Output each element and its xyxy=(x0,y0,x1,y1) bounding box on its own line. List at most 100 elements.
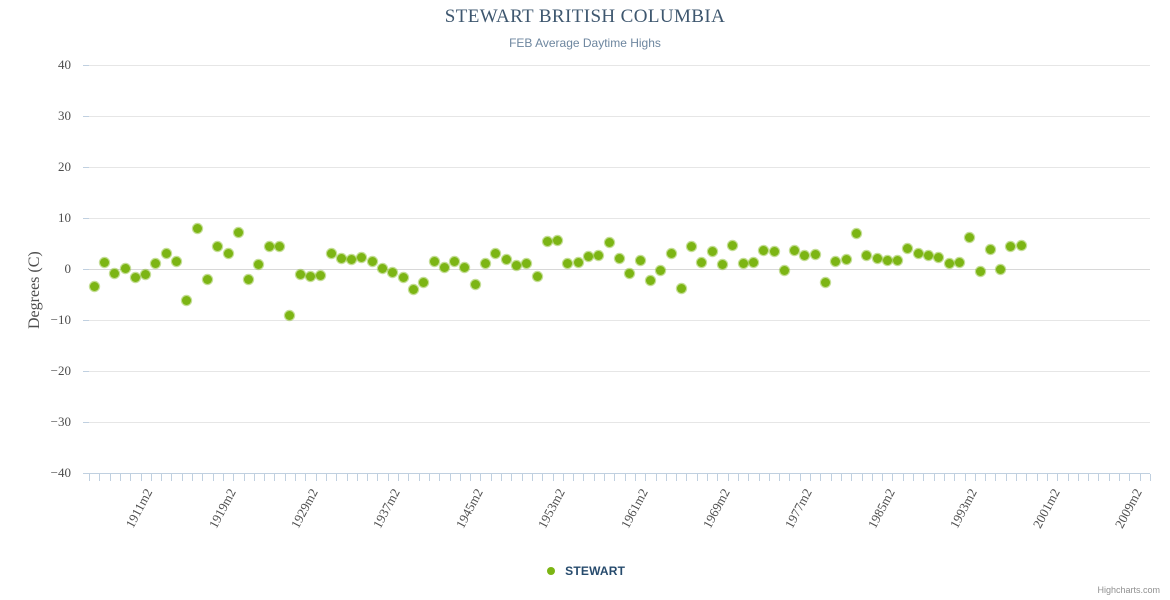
data-point[interactable] xyxy=(656,266,666,276)
data-point[interactable] xyxy=(233,228,243,238)
data-point[interactable] xyxy=(687,241,697,251)
data-point[interactable] xyxy=(676,284,686,294)
data-point[interactable] xyxy=(913,249,923,259)
data-point[interactable] xyxy=(759,245,769,255)
data-point[interactable] xyxy=(192,223,202,233)
data-point[interactable] xyxy=(161,248,171,258)
data-point[interactable] xyxy=(882,256,892,266)
data-point[interactable] xyxy=(378,263,388,273)
data-point[interactable] xyxy=(790,246,800,256)
data-point[interactable] xyxy=(975,266,985,276)
data-point[interactable] xyxy=(130,273,140,283)
data-point[interactable] xyxy=(841,254,851,264)
data-point[interactable] xyxy=(110,268,120,278)
data-point[interactable] xyxy=(89,281,99,291)
data-point[interactable] xyxy=(99,258,109,268)
data-point[interactable] xyxy=(470,280,480,290)
data-point[interactable] xyxy=(707,247,717,257)
data-point[interactable] xyxy=(151,259,161,269)
data-point[interactable] xyxy=(336,254,346,264)
x-axis-tickmark xyxy=(295,474,297,481)
data-point[interactable] xyxy=(460,262,470,272)
data-point[interactable] xyxy=(594,251,604,261)
circle-marker-icon xyxy=(546,566,555,575)
data-point[interactable] xyxy=(800,250,810,260)
data-point[interactable] xyxy=(501,254,511,264)
data-point[interactable] xyxy=(316,271,326,281)
data-point[interactable] xyxy=(996,264,1006,274)
data-point[interactable] xyxy=(584,252,594,262)
data-point[interactable] xyxy=(285,310,295,320)
data-point[interactable] xyxy=(615,254,624,264)
data-point[interactable] xyxy=(625,269,635,279)
data-point[interactable] xyxy=(172,256,182,266)
data-point[interactable] xyxy=(120,263,130,273)
data-point[interactable] xyxy=(223,249,233,259)
data-point[interactable] xyxy=(769,246,779,256)
data-point[interactable] xyxy=(810,250,820,260)
data-point[interactable] xyxy=(779,266,789,276)
data-point[interactable] xyxy=(305,272,315,282)
data-point[interactable] xyxy=(357,253,367,263)
data-point[interactable] xyxy=(748,257,758,267)
data-point[interactable] xyxy=(511,260,521,270)
data-point[interactable] xyxy=(903,244,913,254)
data-point[interactable] xyxy=(491,249,501,259)
x-axis-tickmark xyxy=(789,474,791,481)
data-point[interactable] xyxy=(522,259,532,269)
data-point[interactable] xyxy=(481,258,491,268)
data-point[interactable] xyxy=(388,267,398,277)
data-point[interactable] xyxy=(553,235,563,245)
data-point[interactable] xyxy=(985,244,995,254)
data-point[interactable] xyxy=(326,248,336,258)
data-point[interactable] xyxy=(182,296,192,306)
data-point[interactable] xyxy=(718,259,727,269)
legend-item-stewart[interactable]: STEWART xyxy=(545,563,625,578)
data-point[interactable] xyxy=(666,248,676,258)
data-point[interactable] xyxy=(367,256,377,266)
data-point[interactable] xyxy=(450,256,460,266)
data-point[interactable] xyxy=(738,259,748,269)
data-point[interactable] xyxy=(1016,241,1026,251)
data-point[interactable] xyxy=(295,269,305,279)
data-point[interactable] xyxy=(965,232,975,242)
data-point[interactable] xyxy=(275,242,285,252)
data-point[interactable] xyxy=(202,275,212,285)
data-point[interactable] xyxy=(563,259,573,269)
data-point[interactable] xyxy=(429,257,439,267)
data-point[interactable] xyxy=(604,237,614,247)
data-point[interactable] xyxy=(347,255,357,265)
y-axis-tickmark xyxy=(83,167,89,168)
data-point[interactable] xyxy=(944,259,954,269)
data-point[interactable] xyxy=(264,241,274,251)
credits-link[interactable]: Highcharts.com xyxy=(1097,585,1160,595)
data-point[interactable] xyxy=(635,255,645,265)
data-point[interactable] xyxy=(1006,241,1016,251)
data-point[interactable] xyxy=(893,255,903,265)
data-point[interactable] xyxy=(728,240,738,250)
data-point[interactable] xyxy=(934,252,944,262)
data-point[interactable] xyxy=(439,262,449,272)
data-point[interactable] xyxy=(697,258,707,268)
data-point[interactable] xyxy=(542,237,552,247)
data-point[interactable] xyxy=(398,272,408,282)
data-point[interactable] xyxy=(254,260,264,270)
data-point[interactable] xyxy=(821,278,831,288)
data-point[interactable] xyxy=(954,257,964,267)
data-point[interactable] xyxy=(872,254,882,264)
data-point[interactable] xyxy=(862,250,872,260)
data-point[interactable] xyxy=(573,257,583,267)
data-point[interactable] xyxy=(419,278,429,288)
data-point[interactable] xyxy=(851,228,861,238)
data-point[interactable] xyxy=(645,275,655,285)
data-point[interactable] xyxy=(408,284,418,294)
legend-item-label: STEWART xyxy=(565,563,626,578)
y-axis-tickmark xyxy=(83,422,89,423)
data-point[interactable] xyxy=(213,242,223,252)
data-point[interactable] xyxy=(141,270,151,280)
data-point[interactable] xyxy=(924,251,934,261)
data-point[interactable] xyxy=(831,256,841,266)
data-point[interactable] xyxy=(532,271,542,281)
data-point[interactable] xyxy=(244,274,254,284)
